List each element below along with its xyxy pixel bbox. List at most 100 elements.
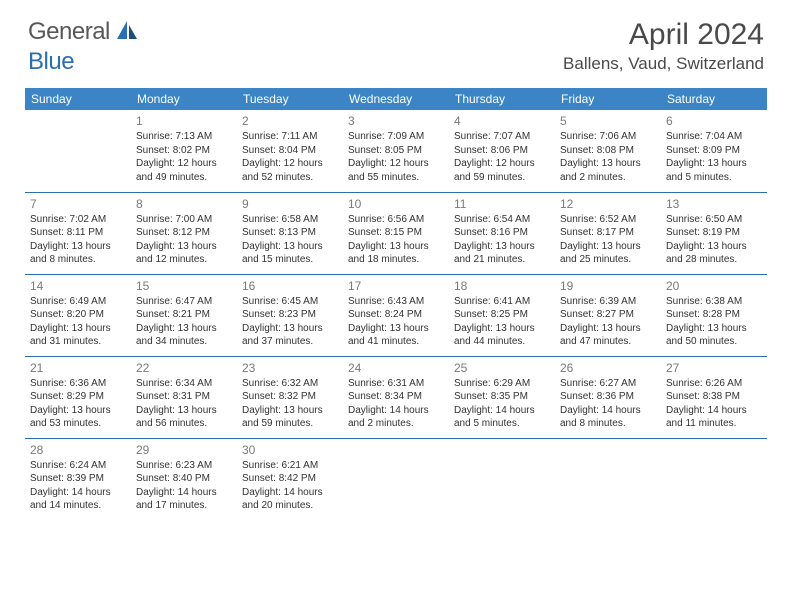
day-number: 18 <box>454 278 550 294</box>
sunrise-text: Sunrise: 6:23 AM <box>136 459 232 473</box>
daylight-text: Daylight: 12 hours <box>348 157 444 171</box>
sunset-text: Sunset: 8:04 PM <box>242 144 338 158</box>
day-cell: 2Sunrise: 7:11 AMSunset: 8:04 PMDaylight… <box>237 110 343 192</box>
daylight-text: Daylight: 13 hours <box>560 240 656 254</box>
day-number: 14 <box>30 278 126 294</box>
day-cell: 12Sunrise: 6:52 AMSunset: 8:17 PMDayligh… <box>555 192 661 274</box>
calendar-body: 1Sunrise: 7:13 AMSunset: 8:02 PMDaylight… <box>25 110 767 520</box>
day-number: 1 <box>136 113 232 129</box>
header: General April 2024 Ballens, Vaud, Switze… <box>0 0 792 80</box>
daylight-text: Daylight: 13 hours <box>666 157 762 171</box>
day-cell: 26Sunrise: 6:27 AMSunset: 8:36 PMDayligh… <box>555 356 661 438</box>
sunset-text: Sunset: 8:23 PM <box>242 308 338 322</box>
sunset-text: Sunset: 8:20 PM <box>30 308 126 322</box>
day-number: 7 <box>30 196 126 212</box>
day-number: 9 <box>242 196 338 212</box>
sunset-text: Sunset: 8:09 PM <box>666 144 762 158</box>
daylight-text: and 44 minutes. <box>454 335 550 349</box>
sunset-text: Sunset: 8:06 PM <box>454 144 550 158</box>
day-cell: 7Sunrise: 7:02 AMSunset: 8:11 PMDaylight… <box>25 192 131 274</box>
sunset-text: Sunset: 8:28 PM <box>666 308 762 322</box>
sunrise-text: Sunrise: 6:43 AM <box>348 295 444 309</box>
sunrise-text: Sunrise: 6:41 AM <box>454 295 550 309</box>
daylight-text: and 11 minutes. <box>666 417 762 431</box>
day-number: 4 <box>454 113 550 129</box>
logo-sub: Blue <box>28 48 74 76</box>
daylight-text: and 18 minutes. <box>348 253 444 267</box>
daylight-text: and 52 minutes. <box>242 171 338 185</box>
daylight-text: and 31 minutes. <box>30 335 126 349</box>
sunset-text: Sunset: 8:19 PM <box>666 226 762 240</box>
sunset-text: Sunset: 8:11 PM <box>30 226 126 240</box>
logo-text-1: General <box>28 18 110 46</box>
day-cell: 3Sunrise: 7:09 AMSunset: 8:05 PMDaylight… <box>343 110 449 192</box>
daylight-text: and 5 minutes. <box>666 171 762 185</box>
day-number: 29 <box>136 442 232 458</box>
sunset-text: Sunset: 8:42 PM <box>242 472 338 486</box>
daylight-text: and 14 minutes. <box>30 499 126 513</box>
day-cell: 27Sunrise: 6:26 AMSunset: 8:38 PMDayligh… <box>661 356 767 438</box>
day-cell: 28Sunrise: 6:24 AMSunset: 8:39 PMDayligh… <box>25 438 131 520</box>
daylight-text: and 15 minutes. <box>242 253 338 267</box>
daylight-text: and 20 minutes. <box>242 499 338 513</box>
daylight-text: and 37 minutes. <box>242 335 338 349</box>
sunset-text: Sunset: 8:27 PM <box>560 308 656 322</box>
daylight-text: and 59 minutes. <box>454 171 550 185</box>
day-cell: 18Sunrise: 6:41 AMSunset: 8:25 PMDayligh… <box>449 274 555 356</box>
sunrise-text: Sunrise: 6:38 AM <box>666 295 762 309</box>
sunrise-text: Sunrise: 7:13 AM <box>136 130 232 144</box>
day-number: 12 <box>560 196 656 212</box>
day-number: 19 <box>560 278 656 294</box>
sunrise-text: Sunrise: 6:36 AM <box>30 377 126 391</box>
day-number: 30 <box>242 442 338 458</box>
daylight-text: and 41 minutes. <box>348 335 444 349</box>
day-cell: 23Sunrise: 6:32 AMSunset: 8:32 PMDayligh… <box>237 356 343 438</box>
daylight-text: and 2 minutes. <box>348 417 444 431</box>
daylight-text: Daylight: 13 hours <box>454 240 550 254</box>
daylight-text: Daylight: 13 hours <box>242 322 338 336</box>
daylight-text: Daylight: 12 hours <box>136 157 232 171</box>
daylight-text: Daylight: 12 hours <box>242 157 338 171</box>
daylight-text: Daylight: 13 hours <box>136 322 232 336</box>
sunrise-text: Sunrise: 6:21 AM <box>242 459 338 473</box>
day-number: 13 <box>666 196 762 212</box>
location: Ballens, Vaud, Switzerland <box>563 54 764 74</box>
day-cell: 11Sunrise: 6:54 AMSunset: 8:16 PMDayligh… <box>449 192 555 274</box>
sunset-text: Sunset: 8:15 PM <box>348 226 444 240</box>
sunrise-text: Sunrise: 6:52 AM <box>560 213 656 227</box>
sunrise-text: Sunrise: 6:32 AM <box>242 377 338 391</box>
sunrise-text: Sunrise: 7:09 AM <box>348 130 444 144</box>
day-number: 2 <box>242 113 338 129</box>
sunset-text: Sunset: 8:31 PM <box>136 390 232 404</box>
col-tue: Tuesday <box>237 88 343 110</box>
daylight-text: and 17 minutes. <box>136 499 232 513</box>
day-cell: 17Sunrise: 6:43 AMSunset: 8:24 PMDayligh… <box>343 274 449 356</box>
calendar-head: Sunday Monday Tuesday Wednesday Thursday… <box>25 88 767 110</box>
daylight-text: Daylight: 13 hours <box>30 322 126 336</box>
daylight-text: Daylight: 13 hours <box>560 322 656 336</box>
daylight-text: and 2 minutes. <box>560 171 656 185</box>
daylight-text: and 50 minutes. <box>666 335 762 349</box>
day-cell: 22Sunrise: 6:34 AMSunset: 8:31 PMDayligh… <box>131 356 237 438</box>
sunrise-text: Sunrise: 7:07 AM <box>454 130 550 144</box>
daylight-text: Daylight: 14 hours <box>242 486 338 500</box>
day-number: 24 <box>348 360 444 376</box>
day-number: 3 <box>348 113 444 129</box>
daylight-text: Daylight: 12 hours <box>454 157 550 171</box>
daylight-text: and 5 minutes. <box>454 417 550 431</box>
daylight-text: and 12 minutes. <box>136 253 232 267</box>
sunrise-text: Sunrise: 7:04 AM <box>666 130 762 144</box>
daylight-text: and 59 minutes. <box>242 417 338 431</box>
daylight-text: and 49 minutes. <box>136 171 232 185</box>
sunset-text: Sunset: 8:38 PM <box>666 390 762 404</box>
daylight-text: and 8 minutes. <box>30 253 126 267</box>
day-cell <box>661 438 767 520</box>
daylight-text: and 53 minutes. <box>30 417 126 431</box>
daylight-text: and 34 minutes. <box>136 335 232 349</box>
sunrise-text: Sunrise: 6:39 AM <box>560 295 656 309</box>
sunrise-text: Sunrise: 7:06 AM <box>560 130 656 144</box>
daylight-text: Daylight: 13 hours <box>666 240 762 254</box>
daylight-text: Daylight: 13 hours <box>454 322 550 336</box>
sunrise-text: Sunrise: 6:31 AM <box>348 377 444 391</box>
day-number: 22 <box>136 360 232 376</box>
